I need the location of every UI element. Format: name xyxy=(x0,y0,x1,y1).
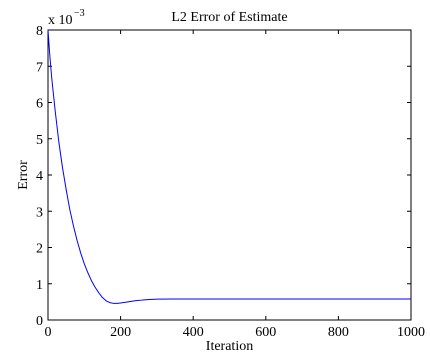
y-tick-label: 8 xyxy=(36,24,43,39)
plot-area-frame xyxy=(47,29,412,321)
chart-title: L2 Error of Estimate xyxy=(171,10,287,25)
y-tick-label: 7 xyxy=(36,60,43,75)
y-tick-label: 6 xyxy=(36,97,43,112)
x-tick-label: 800 xyxy=(328,325,349,340)
series-line-0 xyxy=(47,29,411,304)
x-tick-label: 200 xyxy=(110,325,131,340)
y-tick-label: 0 xyxy=(36,314,43,329)
x-tick-label: 600 xyxy=(255,325,276,340)
x-tick-label: 1000 xyxy=(397,325,425,340)
x-tick-label: 0 xyxy=(45,325,52,340)
y-tick-label: 5 xyxy=(36,133,43,148)
plot-layer: 0 200 400 600 800 1000 0 1 2 3 4 5 6 7 8 x 10 −3 L2 Error… xyxy=(16,8,425,353)
y-axis-label: Error xyxy=(16,160,31,190)
y-axis-multiplier-exponent: −3 xyxy=(74,8,85,19)
y-tick-label: 4 xyxy=(36,169,43,184)
y-tick-label: 2 xyxy=(36,242,43,257)
y-axis-multiplier: x 10 xyxy=(48,13,73,28)
y-tick-label: 3 xyxy=(36,205,43,220)
x-axis-label: Iteration xyxy=(206,339,253,353)
y-tick-label: 1 xyxy=(36,278,43,293)
x-tick-label: 400 xyxy=(183,325,204,340)
